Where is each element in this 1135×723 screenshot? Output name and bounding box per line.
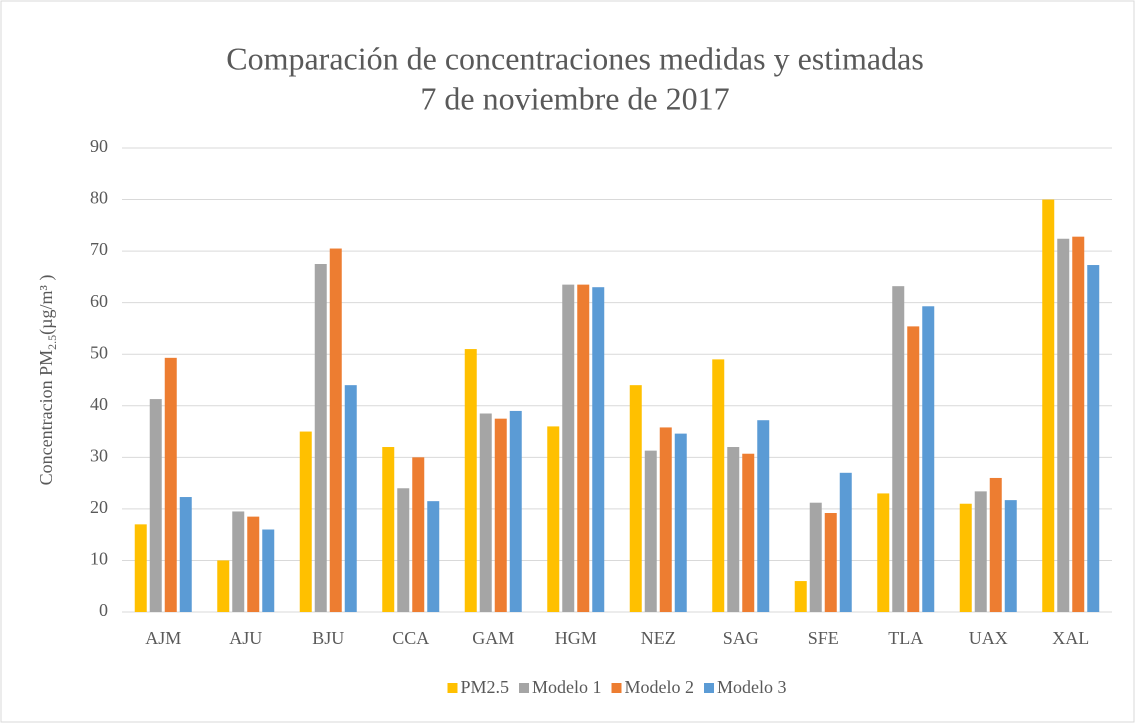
bar <box>509 410 522 612</box>
bar <box>809 502 822 612</box>
legend-label: Modelo 3 <box>717 677 787 697</box>
x-tick-label: BJU <box>312 628 344 648</box>
bar <box>794 581 807 612</box>
bar <box>382 447 395 612</box>
x-tick-label: SAG <box>723 628 759 648</box>
bar <box>592 287 605 612</box>
x-tick-label: HGM <box>555 628 597 648</box>
bar <box>1042 199 1055 613</box>
bar <box>989 477 1002 612</box>
bar <box>344 385 357 612</box>
bar <box>1087 265 1100 612</box>
bar <box>547 426 560 612</box>
bar <box>742 453 755 612</box>
bar <box>727 447 740 612</box>
bar <box>907 326 920 612</box>
bar <box>577 284 590 612</box>
bar <box>179 497 192 612</box>
bar <box>659 427 672 612</box>
legend: PM2.5 Modelo 1 Modelo 2 Modelo 3 <box>447 677 787 697</box>
y-tick-label: 20 <box>90 497 108 517</box>
y-tick-label: 70 <box>90 239 108 259</box>
y-tick-label: 80 <box>90 188 108 208</box>
bar <box>922 306 935 612</box>
x-tick-label: SFE <box>808 628 839 648</box>
y-axis-label: Concentracion PM2.5(µg/m³ ) <box>36 275 59 486</box>
bar <box>959 503 972 612</box>
bar <box>674 433 687 612</box>
bar <box>164 357 177 612</box>
bar <box>149 399 162 612</box>
bar <box>329 248 342 613</box>
bar <box>1004 500 1017 612</box>
x-tick-label: GAM <box>472 628 514 648</box>
legend-swatch <box>447 683 458 693</box>
bar <box>299 431 312 612</box>
x-tick-label: TLA <box>888 628 923 648</box>
bar <box>427 501 440 612</box>
legend-swatch <box>611 683 622 693</box>
y-tick-label: 90 <box>90 136 108 156</box>
bar <box>479 413 492 612</box>
y-tick-label: 10 <box>90 549 108 569</box>
y-tick-label: 40 <box>90 394 108 414</box>
bar <box>712 359 725 612</box>
legend-label: Modelo 2 <box>625 677 695 697</box>
bar <box>217 560 230 612</box>
bar <box>397 488 410 612</box>
bar <box>314 264 327 612</box>
bar <box>974 491 987 612</box>
bar <box>629 385 642 612</box>
bar <box>644 450 657 612</box>
y-label-sub: 2.5 <box>45 335 59 350</box>
bar <box>757 420 770 612</box>
legend-swatch <box>519 683 530 693</box>
x-tick-label: AJM <box>145 628 181 648</box>
bar <box>839 472 852 612</box>
legend-label: Modelo 1 <box>532 677 602 697</box>
y-label-unit: (µg/m³ ) <box>36 275 57 335</box>
chart-title: Comparación de concentraciones medidas y… <box>226 40 924 76</box>
y-tick-label: 30 <box>90 445 108 465</box>
y-label-text: Concentracion PM <box>36 350 56 485</box>
y-tick-label: 50 <box>90 342 108 362</box>
x-tick-label: CCA <box>392 628 429 648</box>
bar <box>892 286 905 612</box>
bar <box>134 524 147 612</box>
chart-subtitle: 7 de noviembre de 2017 <box>420 80 729 116</box>
bar <box>824 513 837 612</box>
bar <box>877 493 890 612</box>
y-tick-label: 0 <box>99 600 108 620</box>
legend-label: PM2.5 <box>460 677 509 697</box>
bar <box>262 529 275 612</box>
x-tick-label: XAL <box>1052 628 1089 648</box>
bar <box>562 284 575 612</box>
y-tick-label: 60 <box>90 291 108 311</box>
bar <box>232 511 245 612</box>
bar <box>1057 238 1070 612</box>
bar <box>1072 236 1085 613</box>
bar <box>464 349 477 612</box>
bar <box>494 418 507 612</box>
x-tick-label: AJU <box>229 628 262 648</box>
x-tick-label: UAX <box>969 628 1008 648</box>
bar <box>247 516 260 612</box>
bar <box>412 457 425 612</box>
legend-swatch <box>704 683 715 693</box>
x-tick-label: NEZ <box>641 628 676 648</box>
